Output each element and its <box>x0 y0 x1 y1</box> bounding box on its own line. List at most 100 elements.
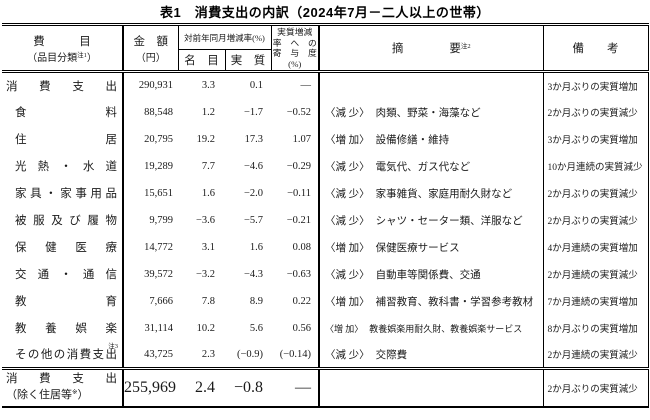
remarks-text: 2か月ぶりの実質減少 <box>543 98 649 126</box>
table-row: 教育 7,666 7.8 8.9 0.22 〈増 加〉 補習教育、教科書・学習参考… <box>2 287 649 315</box>
item-label: 被服及び履物 <box>15 215 117 227</box>
real-change-value: −2.0 <box>243 187 263 199</box>
item-label: 消費支出 <box>6 373 117 386</box>
col-header-item: 費 目 （品目分類注1） <box>2 24 124 73</box>
item-label-cell: 教養娯楽 <box>2 314 124 342</box>
summary-text: 肉類、野菜・海藻など <box>375 107 481 119</box>
contribution-value: −0.63 <box>271 260 320 288</box>
col-header-real: 実 質 <box>225 49 272 73</box>
remarks-text: 7か月連続の実質増加 <box>543 287 649 315</box>
summary-cell <box>319 71 544 99</box>
col-header-amount: 金 額 （円） <box>123 24 179 73</box>
item-label-cell: 被服及び履物 <box>2 206 124 234</box>
real-change-value: −4.6 <box>243 160 263 172</box>
item-label: 光熱・水道 <box>15 161 117 173</box>
remarks-text: 3か月ぶりの実質増加 <box>543 71 649 99</box>
remarks-text: 8か月ぶりの実質増加 <box>543 314 649 342</box>
item-label-cell: 食料 <box>2 98 124 126</box>
table-row: 教養娯楽 31,114 10.2 5.6 0.56 〈増 加〉 教養娯楽用耐久財、… <box>2 314 649 342</box>
col-header-yoy-change: 対前年同月増減率(%) <box>178 24 272 50</box>
amount-value: 43,725 <box>144 348 173 360</box>
nominal-change-value: 7.7 <box>201 160 215 172</box>
table-row: 交通・通信 39,572 −3.2 −4.3 −0.63 〈減 少〉 自動車等関係… <box>2 260 649 288</box>
nominal-change-value: 19.2 <box>196 133 215 145</box>
real-change-value: 1.6 <box>249 241 263 253</box>
summary-cell: 〈増 加〉 教養娯楽用耐久財、教養娯楽サービス <box>319 314 544 342</box>
remarks-text: 2か月ぶりの実質減少 <box>543 179 649 207</box>
summary-text: 電気代、ガス代など <box>375 161 471 173</box>
item-label: 交通・通信 <box>15 269 117 281</box>
summary-cell: 〈減 少〉 シャツ・セーター類、洋服など <box>319 206 544 234</box>
expenditure-table: 費 目 （品目分類注1） 金 額 （円） 対前年同月増減率(%) 実質増減 率 … <box>2 23 649 408</box>
real-change-value: 0.1 <box>249 80 263 92</box>
real-change-value: −5.7 <box>243 214 263 226</box>
item-label-cell: 家具・家事用品 <box>2 179 124 207</box>
note-asterisk-marker: ※ <box>72 389 78 397</box>
table-row: 被服及び履物 9,799 −3.6 −5.7 −0.21 〈減 少〉 シャツ・セー… <box>2 206 649 234</box>
summary-text: 交際費 <box>375 349 408 361</box>
item-label-cell: 消費支出 （除く住居等※） <box>2 367 124 407</box>
real-change-value: 5.6 <box>249 322 263 334</box>
summary-cell: 〈減 少〉 肉類、野菜・海藻など <box>319 98 544 126</box>
table-title: 表1 消費支出の内訳（2024年7月－二人以上の世帯） <box>160 5 490 20</box>
table-row: 食料 88,548 1.2 −1.7 −0.52 〈減 少〉 肉類、野菜・海藻など… <box>2 98 649 126</box>
real-change-value: 17.3 <box>244 133 263 145</box>
note-2-marker: 注2 <box>460 43 471 50</box>
contribution-value: ― <box>271 367 320 407</box>
col-header-summary: 摘 要注2 <box>319 24 544 73</box>
remarks-text: 3か月ぶりの実質増加 <box>543 125 649 153</box>
summary-direction: 〈増 加〉 <box>325 242 370 254</box>
table-row: 住居 20,795 19.2 17.3 1.07 〈増 加〉 設備修繕・維持 3か… <box>2 125 649 153</box>
nominal-change-value: −3.2 <box>195 268 215 280</box>
remarks-text: 2か月ぶりの実質減少 <box>543 206 649 234</box>
nominal-change-value: 3.1 <box>201 241 215 253</box>
amount-value: 14,772 <box>144 241 173 253</box>
item-header-sub: （品目分類注1） <box>27 51 97 64</box>
contribution-value: ― <box>271 71 320 99</box>
table-row: 消費支出 290,931 3.3 0.1 ― 3か月ぶりの実質増加 <box>2 71 649 99</box>
summary-text: 保健医療サービス <box>375 242 460 254</box>
contribution-value: 0.56 <box>271 314 320 342</box>
col-header-nominal: 名 目 <box>178 49 226 73</box>
col-header-contribution: 実質増減 率 へ の 寄 与 度 (%) <box>271 24 320 73</box>
nominal-change-value: 1.2 <box>201 106 215 118</box>
amount-value: 290,931 <box>138 80 173 92</box>
summary-direction: 〈増 加〉 <box>325 323 364 334</box>
note-1-marker: 注1 <box>77 51 87 59</box>
remarks-text: 2か月連続の実質減少 <box>543 260 649 288</box>
nominal-change-value: 2.3 <box>201 348 215 360</box>
real-change-value: −4.3 <box>243 268 263 280</box>
amount-value: 31,114 <box>144 322 174 334</box>
summary-direction: 〈減 少〉 <box>325 188 370 200</box>
amount-value: 39,572 <box>144 268 173 280</box>
summary-cell: 〈減 少〉 自動車等関係費、交通 <box>319 260 544 288</box>
contribution-value: 1.07 <box>271 125 320 153</box>
remarks-text: 2か月連続の実質減少 <box>543 341 649 369</box>
summary-cell: 〈減 少〉 交際費 <box>319 341 544 369</box>
summary-cell: 〈増 加〉 設備修繕・維持 <box>319 125 544 153</box>
table-row-total-excl-housing: 消費支出 （除く住居等※） 255,969 2.4 −0.8 ― 2か月ぶりの実… <box>2 367 649 407</box>
nominal-change-value: 10.2 <box>196 322 215 334</box>
note-3-marker: 注3 <box>108 342 118 350</box>
contribution-value: −0.52 <box>271 98 320 126</box>
summary-text: 教養娯楽用耐久財、教養娯楽サービス <box>369 323 523 334</box>
item-label: 食料 <box>15 107 117 119</box>
contribution-value: −0.21 <box>271 206 320 234</box>
nominal-change-value: 1.6 <box>201 187 215 199</box>
summary-cell: 〈増 加〉 保健医療サービス <box>319 233 544 261</box>
item-label: 住居 <box>15 134 117 146</box>
amount-value: 9,799 <box>149 214 173 226</box>
nominal-change-value: 3.3 <box>201 80 215 92</box>
amount-value: 7,666 <box>149 295 173 307</box>
amount-value: 20,795 <box>144 133 173 145</box>
item-label-cell: 教育 <box>2 287 124 315</box>
summary-cell: 〈減 少〉 家事雑貨、家庭用耐久財など <box>319 179 544 207</box>
summary-text: 補習教育、教科書・学習参考教材 <box>375 296 534 308</box>
remarks-text: 2か月ぶりの実質減少 <box>543 367 649 407</box>
amount-value: 19,289 <box>144 160 173 172</box>
real-change-value: 8.9 <box>249 295 263 307</box>
contribution-value: 0.08 <box>271 233 320 261</box>
table-row: 光熱・水道 19,289 7.7 −4.6 −0.29 〈減 少〉 電気代、ガス代… <box>2 152 649 180</box>
real-change-value: −1.7 <box>243 106 263 118</box>
